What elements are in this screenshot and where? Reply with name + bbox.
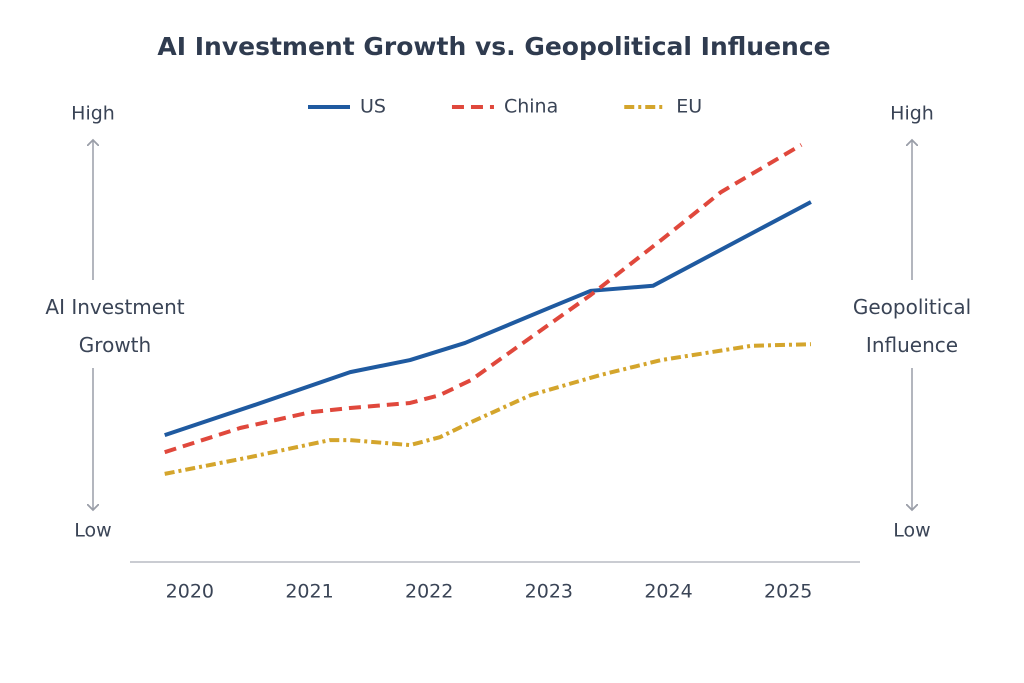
chart-title: AI Investment Growth vs. Geopolitical In… — [157, 32, 830, 61]
y-tick-label: High — [71, 103, 115, 125]
x-tick-label: 2023 — [525, 581, 573, 603]
legend-label: US — [360, 96, 386, 118]
line-series — [164, 200, 812, 437]
line-series — [164, 143, 803, 455]
x-tick-label: 2022 — [405, 581, 453, 603]
legend-label: China — [504, 96, 558, 118]
x-tick-label: 2020 — [166, 581, 214, 603]
legend-label: EU — [676, 96, 702, 118]
y-axis-label: AI Investment Growth — [45, 295, 185, 357]
y2-tick-label: Low — [893, 520, 930, 542]
y2-axis-label: Geopolitical Influence — [852, 295, 972, 357]
line-series — [164, 342, 811, 476]
x-tick-label: 2021 — [285, 581, 333, 603]
y2-tick-label: High — [890, 103, 934, 125]
x-tick-label: 2024 — [644, 581, 692, 603]
x-tick-label: 2025 — [764, 581, 812, 603]
y-tick-label: Low — [74, 520, 111, 542]
